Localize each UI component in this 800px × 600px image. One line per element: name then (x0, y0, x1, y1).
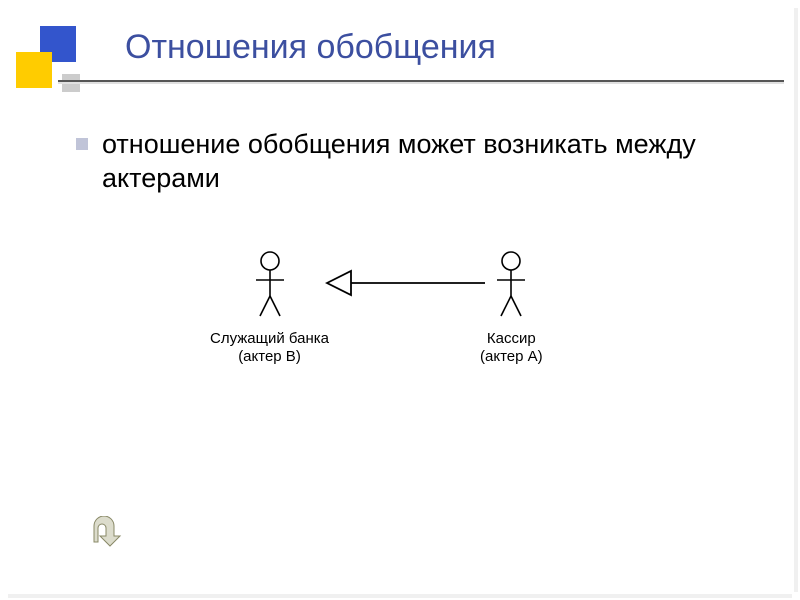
return-arrow-icon (84, 516, 124, 550)
slide-shadow-right (794, 8, 798, 592)
slide-shadow-bottom (8, 594, 792, 598)
stick-figure-icon (481, 250, 541, 326)
return-button[interactable] (84, 516, 124, 555)
stick-figure-icon (240, 250, 300, 326)
bullet-text: отношение обобщения может возникать межд… (102, 128, 736, 196)
actor-b: Служащий банка (актер В) (210, 250, 329, 366)
generalization-diagram: Служащий банка (актер В) Кассир (актер А… (150, 250, 670, 450)
actor-b-label: Служащий банка (актер В) (210, 330, 329, 366)
bullet-item: отношение обобщения может возникать межд… (76, 128, 736, 196)
decor-square-yellow (16, 52, 52, 88)
actor-a-label: Кассир (актер А) (480, 330, 543, 366)
generalization-arrow (325, 266, 490, 300)
slide-title: Отношения обобщения (125, 28, 496, 67)
title-rule (58, 80, 784, 86)
actor-a: Кассир (актер А) (480, 250, 543, 366)
bullet-marker (76, 138, 88, 150)
